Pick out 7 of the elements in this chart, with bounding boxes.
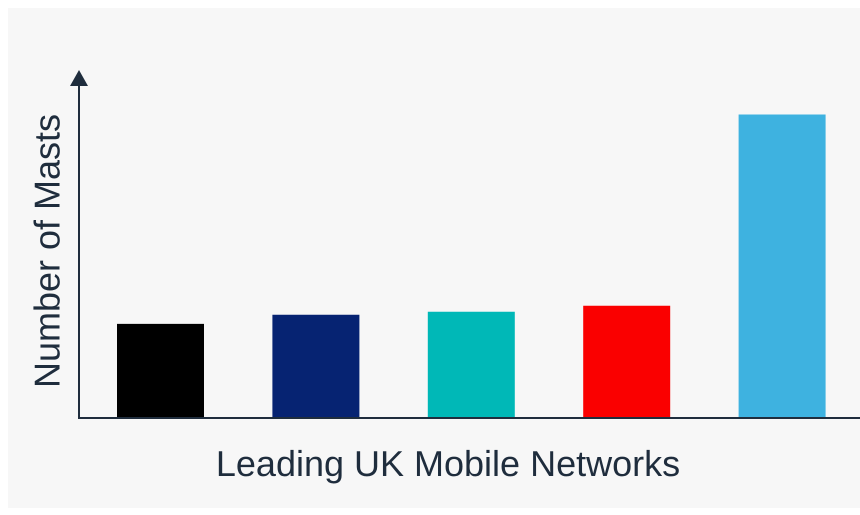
bar <box>117 324 204 418</box>
bar <box>583 306 670 418</box>
y-axis-title: Number of Masts <box>26 114 68 388</box>
bar <box>738 114 826 418</box>
x-axis-title: Leading UK Mobile Networks <box>216 443 680 484</box>
bar <box>272 314 360 418</box>
bar <box>428 312 515 418</box>
